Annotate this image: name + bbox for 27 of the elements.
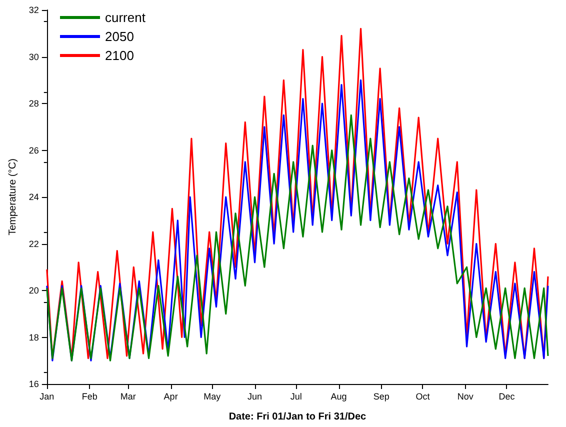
y-tick-label: 22: [28, 238, 39, 249]
x-axis-title: Date: Fri 01/Jan to Fri 31/Dec: [228, 412, 367, 422]
y-tick-label: 24: [28, 192, 39, 202]
x-tick-label: Aug: [330, 392, 347, 402]
x-tick-label: Jul: [290, 392, 302, 402]
x-tick-label: Dec: [498, 392, 516, 402]
x-tick-label: Jan: [40, 392, 54, 402]
y-tick-label: 28: [28, 98, 39, 108]
x-tick-label: May: [204, 392, 222, 402]
y-tick-label: 32: [28, 5, 39, 15]
y-tick-label: 20: [28, 286, 39, 296]
x-tick-label: Apr: [164, 392, 178, 402]
x-tick-label: Jun: [248, 392, 262, 402]
x-tick-label: Mar: [120, 392, 136, 402]
y-tick-label: 16: [28, 379, 39, 389]
y-tick-label: 30: [28, 52, 39, 62]
y-tick-label: 18: [28, 332, 39, 342]
y-tick-label: 26: [28, 145, 39, 156]
legend-label: 2050: [105, 29, 134, 44]
x-tick-label: Sep: [373, 392, 390, 402]
line-series: [46, 28, 549, 360]
y-axis-title: Temperature (°C): [8, 158, 18, 236]
x-tick-label: Nov: [457, 392, 474, 402]
x-tick-label: Feb: [82, 392, 98, 402]
legend-label: 2100: [105, 48, 134, 63]
x-tick-label: Oct: [416, 392, 430, 402]
legend-label: current: [105, 10, 146, 25]
